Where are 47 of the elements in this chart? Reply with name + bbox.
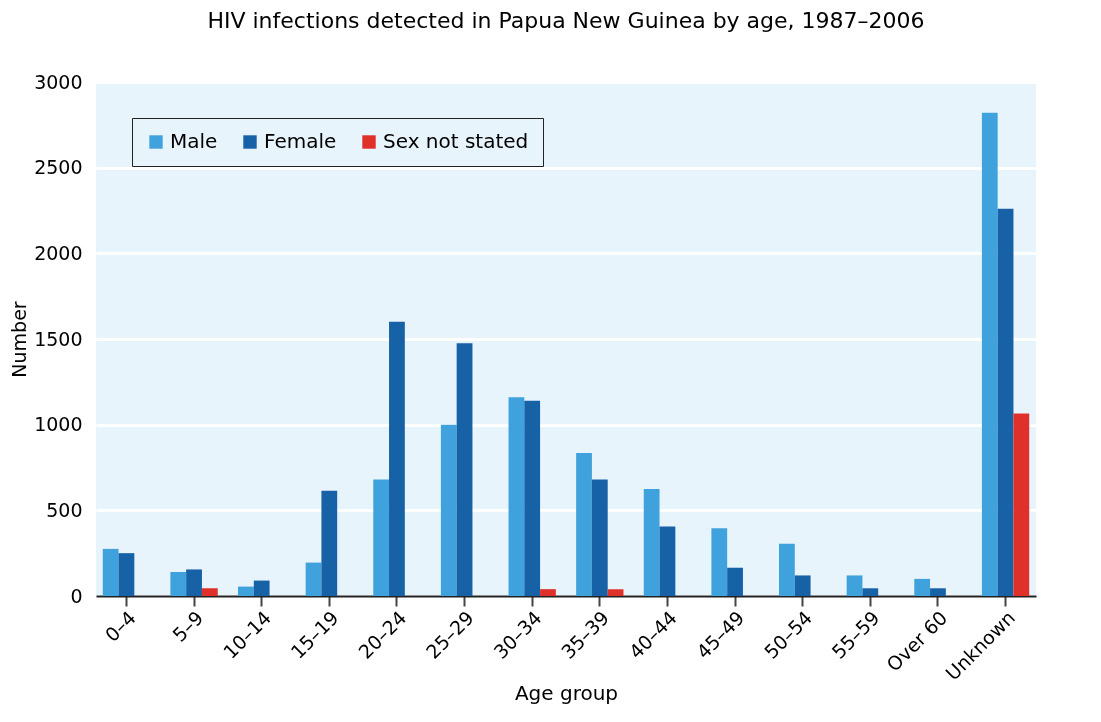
bar <box>711 528 728 596</box>
y-tick-label: 500 <box>46 498 83 521</box>
bar <box>862 588 879 596</box>
bar <box>794 575 811 596</box>
bar <box>170 572 187 596</box>
y-tick-label: 1000 <box>34 413 83 436</box>
bar <box>102 548 119 596</box>
bar <box>981 112 998 596</box>
legend-label: Male <box>170 129 218 153</box>
bar <box>321 490 338 596</box>
bar <box>727 567 743 596</box>
x-axis-title: Age group <box>514 681 619 706</box>
bar <box>373 479 390 596</box>
y-tick-label: 2500 <box>34 156 83 179</box>
bar <box>456 343 473 596</box>
y-tick-label: 1500 <box>34 327 83 350</box>
x-tick-label: 5–9 <box>168 606 208 646</box>
x-tick-label: 0–4 <box>100 606 140 646</box>
bar <box>524 400 541 596</box>
bar <box>576 452 592 596</box>
bar <box>607 589 624 596</box>
bar <box>846 575 863 596</box>
bar <box>643 488 660 596</box>
bar <box>930 588 946 596</box>
bar <box>253 580 270 596</box>
y-tick-label: 0 <box>70 584 83 607</box>
bar <box>305 562 322 596</box>
bar <box>914 578 931 596</box>
y-axis-title: Number <box>8 301 31 378</box>
bar <box>540 589 556 596</box>
bar <box>238 586 254 596</box>
bar <box>201 588 218 596</box>
bar <box>659 526 676 596</box>
legend-label: Sex not stated <box>383 129 529 153</box>
bar <box>997 208 1014 596</box>
bar <box>186 569 202 596</box>
bar <box>508 397 525 596</box>
bar <box>389 321 405 596</box>
bar <box>1013 413 1030 596</box>
bar <box>440 424 457 596</box>
bar <box>591 479 608 596</box>
legend-label: Female <box>264 129 337 153</box>
bar <box>779 543 795 596</box>
y-tick-label: 2000 <box>34 241 83 264</box>
chart-title: HIV infections detected in Papua New Guinea by age, 1987–2006 <box>207 8 925 33</box>
bar <box>118 553 135 596</box>
y-tick-label: 3000 <box>34 70 83 93</box>
